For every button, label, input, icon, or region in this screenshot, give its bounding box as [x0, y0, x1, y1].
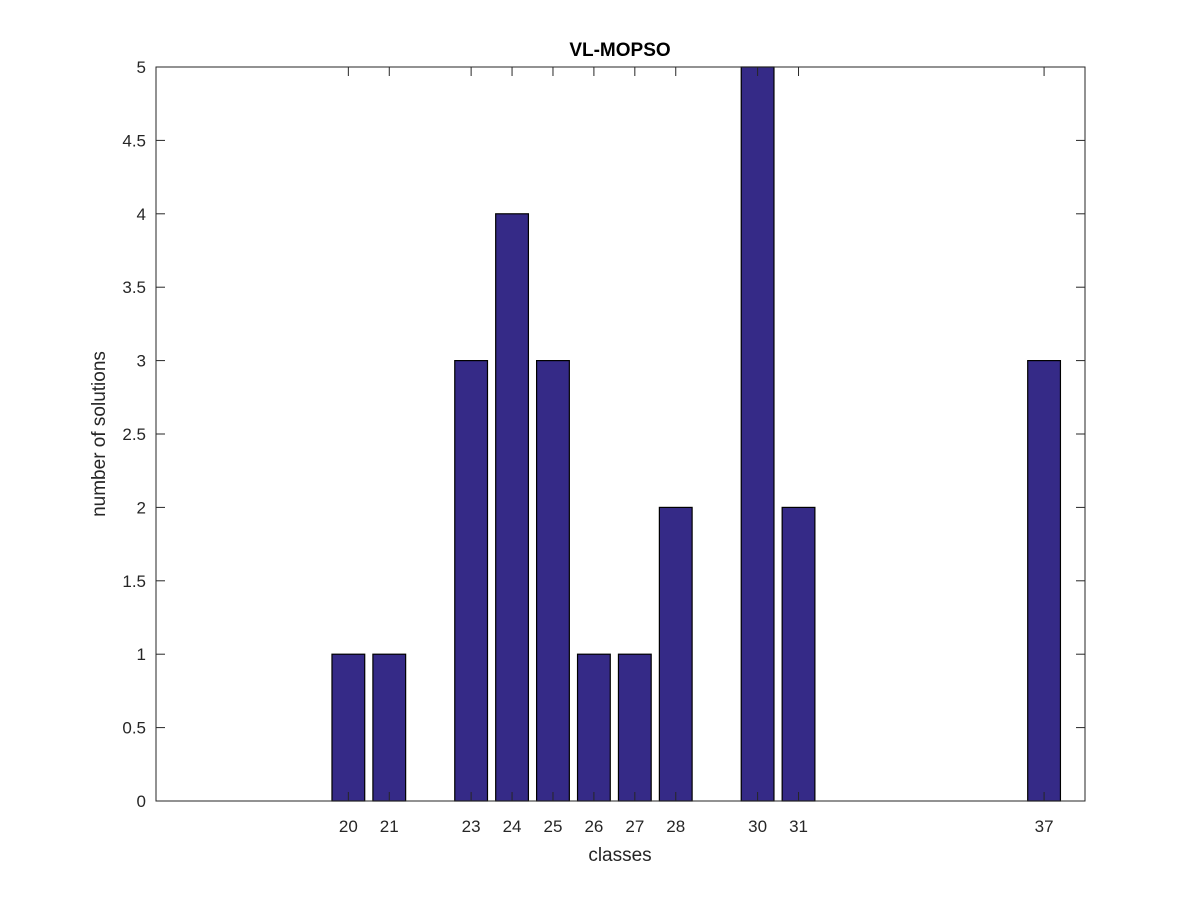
x-tick-label: 30 — [748, 817, 767, 836]
chart-title: VL-MOPSO — [569, 40, 670, 61]
y-tick-label: 2.5 — [122, 425, 146, 444]
y-tick-label: 1 — [137, 645, 146, 664]
y-tick-label: 2 — [137, 498, 146, 517]
bar-23 — [454, 360, 489, 802]
y-tick-label: 3.5 — [122, 278, 146, 297]
x-tick-label: 20 — [339, 817, 358, 836]
y-tick-label: 4 — [137, 205, 146, 224]
y-tick-label: 5 — [137, 58, 146, 77]
axes-box — [155, 66, 1086, 802]
x-tick-label: 25 — [544, 817, 563, 836]
y-tick-label: 1.5 — [122, 572, 146, 591]
x-tick-label: 23 — [462, 817, 481, 836]
bar-27 — [617, 653, 652, 802]
bar-31 — [781, 506, 816, 802]
bar-28 — [658, 506, 693, 802]
bar-21 — [372, 653, 407, 802]
y-tick-label: 4.5 — [122, 131, 146, 150]
x-tick-label: 37 — [1035, 817, 1054, 836]
x-axis-label: classes — [588, 845, 651, 866]
x-tick-label: 28 — [666, 817, 685, 836]
bar-25 — [535, 360, 570, 802]
x-tick-label: 21 — [380, 817, 399, 836]
bar-24 — [495, 213, 530, 802]
x-tick-label: 27 — [625, 817, 644, 836]
x-tick-label: 31 — [789, 817, 808, 836]
y-tick-label: 0 — [137, 792, 146, 811]
y-tick-label: 0.5 — [122, 719, 146, 738]
y-tick-label: 3 — [137, 352, 146, 371]
bar-20 — [331, 653, 366, 802]
y-axis-label: number of solutions — [89, 351, 110, 517]
bar-26 — [576, 653, 611, 802]
x-tick-label: 24 — [503, 817, 522, 836]
x-tick-label: 26 — [584, 817, 603, 836]
bar-30 — [740, 66, 775, 802]
bar-37 — [1027, 360, 1062, 802]
